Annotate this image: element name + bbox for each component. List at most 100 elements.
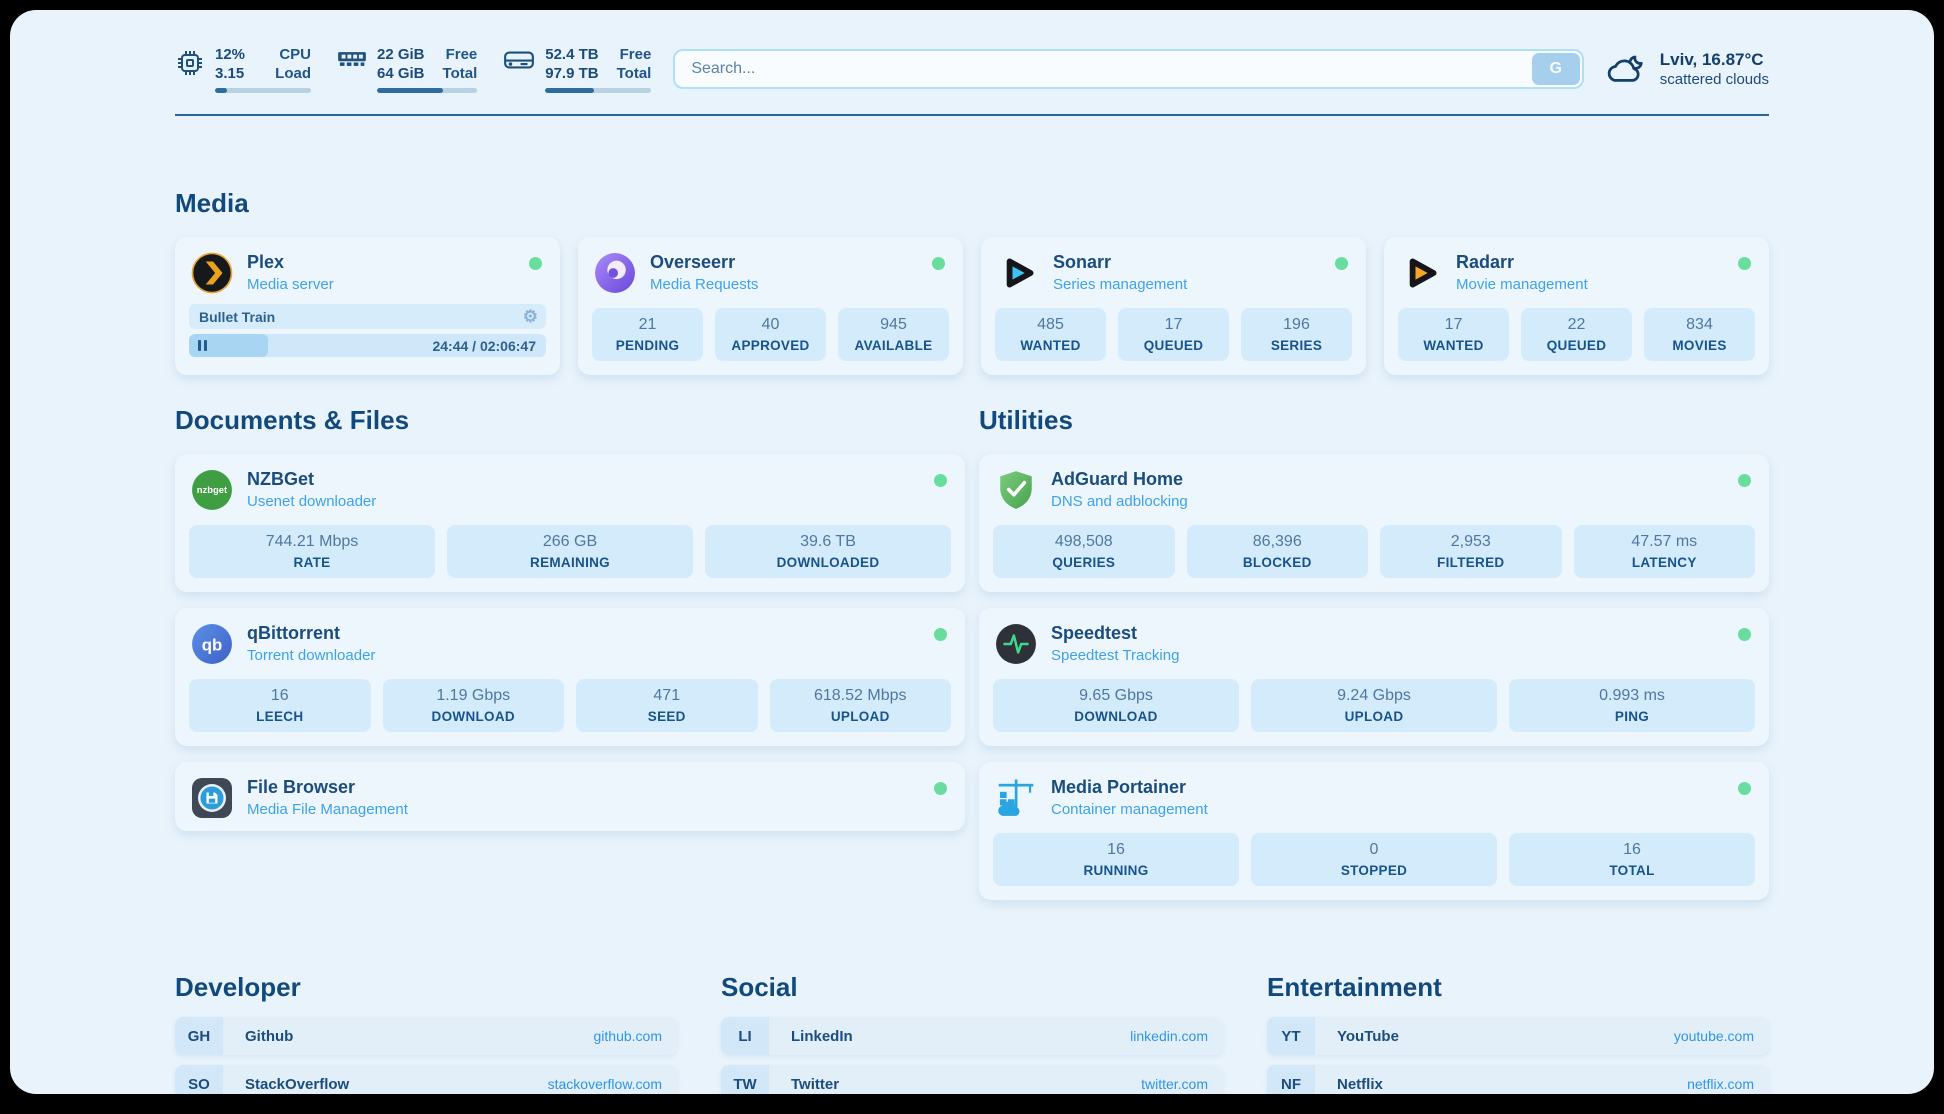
stat-value: 834 [1686, 316, 1713, 333]
app-card-plex[interactable]: Plex Media server Bullet Train ⚙ 24:44 [175, 237, 560, 375]
stat-tile: 17 QUEUED [1118, 308, 1229, 361]
bookmark-linkedin[interactable]: LI LinkedIn linkedin.com [721, 1017, 1223, 1055]
disk-widget: 52.4 TB Free 97.9 TB Total [503, 45, 652, 93]
bookmark-abbr: LI [721, 1017, 769, 1055]
bookmark-url: github.com [593, 1028, 662, 1044]
bookmark-abbr: SO [175, 1065, 223, 1094]
status-dot [529, 257, 542, 270]
disk-free: 52.4 TB [545, 46, 599, 63]
ram-free: 22 GiB [377, 46, 425, 63]
bookmark-url: stackoverflow.com [547, 1076, 662, 1092]
bookmark-url: linkedin.com [1130, 1028, 1208, 1044]
app-name: Radarr [1456, 252, 1515, 272]
disk-icon [504, 51, 535, 69]
bookmark-stackoverflow[interactable]: SO StackOverflow stackoverflow.com [175, 1065, 677, 1094]
stat-label: STOPPED [1340, 863, 1408, 878]
section-utilities: Utilities AdGuard Home DNS and adblockin… [979, 405, 1769, 916]
bookmark-name: YouTube [1337, 1027, 1399, 1045]
pause-icon[interactable] [198, 340, 201, 351]
stat-tile: 1.19 Gbps DOWNLOAD [382, 679, 564, 732]
section-title-documents: Documents & Files [175, 405, 410, 435]
stat-tile: 471 SEED [576, 679, 758, 732]
section-title-utilities: Utilities [979, 405, 1073, 435]
ram-progress-track [377, 88, 478, 93]
stat-label: UPLOAD [830, 709, 890, 724]
speedtest-icon [996, 623, 1036, 664]
stat-label: RUNNING [1083, 863, 1149, 878]
qbittorrent-icon: qb [192, 623, 232, 664]
app-card-adguard[interactable]: AdGuard Home DNS and adblocking 498,508 … [979, 454, 1769, 592]
stat-tile: 40 APPROVED [715, 308, 826, 361]
plex-now-playing: Bullet Train ⚙ 24:44 / 02:06:47 [175, 302, 560, 369]
disk-progress-track [545, 88, 652, 93]
bookmark-group-entertainment: Entertainment YT YouTube youtube.com NF … [1267, 972, 1769, 1094]
app-card-qbittorrent[interactable]: qb qBittorrent Torrent downloader 16 LEE… [175, 608, 965, 746]
app-description: Movie management [1456, 276, 1588, 293]
stat-tile: 618.52 Mbps UPLOAD [769, 679, 951, 732]
search-input[interactable] [677, 60, 1532, 78]
section-documents: Documents & Files nzbget NZBGet Usenet d… [175, 405, 965, 847]
app-name: NZBGet [247, 469, 314, 489]
app-card-nzbget[interactable]: nzbget NZBGet Usenet downloader 744.21 M… [175, 454, 965, 592]
stat-tile: 2,953 FILTERED [1380, 525, 1562, 578]
svg-text:qb: qb [202, 635, 223, 654]
radarr-icon [1409, 258, 1437, 287]
stat-value: 485 [1037, 316, 1064, 333]
app-name: Overseerr [650, 252, 736, 272]
ram-total: 64 GiB [377, 65, 425, 82]
app-card-overseerr[interactable]: Overseerr Media Requests 21 PENDING 40 A… [578, 237, 963, 375]
bookmark-twitter[interactable]: TW Twitter twitter.com [721, 1065, 1223, 1094]
disk-progress-fill [545, 88, 595, 93]
playback-progress-track[interactable]: 24:44 / 02:06:47 [189, 334, 546, 357]
stat-value: 16 [1107, 841, 1125, 858]
app-description: Speedtest Tracking [1051, 647, 1180, 664]
status-dot [934, 782, 947, 795]
filebrowser-icon [192, 777, 232, 818]
stat-tile: 16 LEECH [189, 679, 371, 732]
adguard-icon [1000, 470, 1032, 509]
ram-label-2: Total [442, 65, 478, 82]
stat-label: QUEUED [1546, 338, 1607, 353]
settings-gear-icon[interactable]: ⚙ [522, 307, 538, 326]
bookmark-youtube[interactable]: YT YouTube youtube.com [1267, 1017, 1769, 1055]
cpu-label-2: Load [275, 65, 311, 82]
status-dot [934, 628, 947, 641]
disk-label-1: Free [619, 46, 652, 63]
stat-value: 9.24 Gbps [1337, 687, 1411, 704]
app-card-sonarr[interactable]: Sonarr Series management 485 WANTED 17 Q… [981, 237, 1366, 375]
system-stats: 12% CPU 3.15 Load [175, 45, 652, 93]
stat-tile: 39.6 TB DOWNLOADED [705, 525, 951, 578]
stat-value: 22 [1567, 316, 1586, 333]
nzbget-icon: nzbget [192, 469, 232, 510]
app-card-filebrowser[interactable]: File Browser Media File Management [175, 762, 965, 831]
stat-value: 266 GB [542, 533, 598, 550]
stat-value: 196 [1283, 316, 1310, 333]
bookmark-netflix[interactable]: NF Netflix netflix.com [1267, 1065, 1769, 1094]
stat-label: QUEUED [1143, 338, 1204, 353]
stat-tile: 9.65 Gbps DOWNLOAD [993, 679, 1239, 732]
app-description: Torrent downloader [247, 647, 376, 664]
stat-tile: 0.993 ms PING [1509, 679, 1755, 732]
stat-tile: 21 PENDING [592, 308, 703, 361]
bookmark-name: StackOverflow [245, 1075, 350, 1093]
app-description: DNS and adblocking [1051, 493, 1188, 510]
search-provider-button[interactable]: G [1531, 53, 1580, 85]
overseerr-icon [595, 252, 635, 293]
now-playing-title: Bullet Train [199, 308, 276, 325]
app-card-radarr[interactable]: Radarr Movie management 17 WANTED 22 QUE… [1384, 237, 1769, 375]
bookmark-url: twitter.com [1141, 1076, 1208, 1092]
stat-label: APPROVED [731, 338, 810, 353]
bookmark-github[interactable]: GH Github github.com [175, 1017, 677, 1055]
stat-label: DOWNLOAD [431, 709, 515, 724]
stat-label: DOWNLOAD [1074, 709, 1158, 724]
app-card-speedtest[interactable]: Speedtest Speedtest Tracking 9.65 Gbps D… [979, 608, 1769, 746]
search-bar[interactable]: G [673, 49, 1584, 89]
stat-tile: 17 WANTED [1398, 308, 1509, 361]
stat-value: 0 [1369, 841, 1379, 858]
bookmark-group-title: Developer [175, 972, 301, 1002]
stat-tile: 22 QUEUED [1521, 308, 1632, 361]
app-card-portainer[interactable]: Media Portainer Container management 16 … [979, 762, 1769, 900]
stat-value: 17 [1444, 316, 1463, 333]
stat-value: 0.993 ms [1599, 687, 1665, 704]
status-dot [934, 474, 947, 487]
